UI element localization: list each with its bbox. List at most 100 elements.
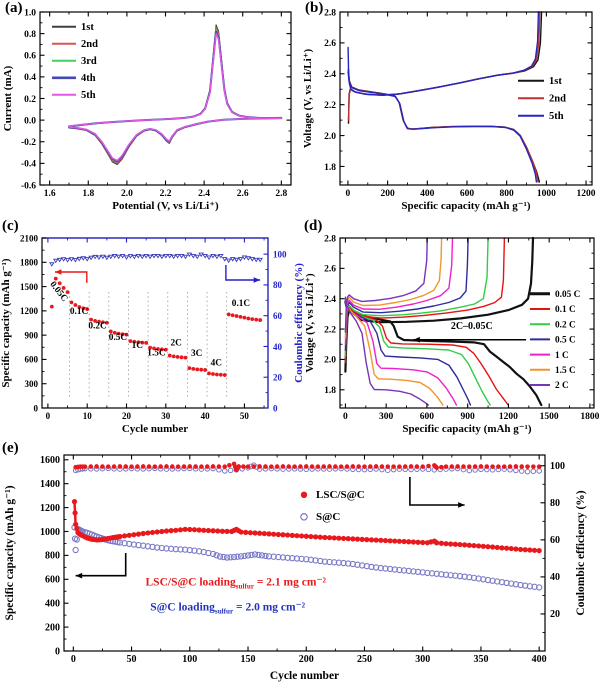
svg-text:Specific capacity (mAh g⁻¹): Specific capacity (mAh g⁻¹) — [0, 258, 12, 388]
svg-text:40: 40 — [201, 411, 211, 421]
svg-text:1400: 1400 — [40, 479, 60, 490]
svg-text:0.2 C: 0.2 C — [555, 320, 576, 330]
svg-text:0: 0 — [55, 646, 60, 657]
svg-text:0: 0 — [34, 403, 39, 413]
svg-text:Specific capacity (mAh g⁻¹): Specific capacity (mAh g⁻¹) — [401, 200, 531, 212]
svg-text:200: 200 — [299, 654, 314, 665]
series-layer — [71, 461, 543, 591]
series-5th — [68, 32, 282, 162]
svg-text:60: 60 — [273, 311, 283, 321]
svg-text:1st: 1st — [549, 76, 562, 87]
svg-text:Potential (V, vs Li/Li⁺): Potential (V, vs Li/Li⁺) — [112, 200, 219, 212]
svg-text:0: 0 — [71, 654, 76, 665]
svg-text:0.05 C: 0.05 C — [555, 290, 580, 300]
panel-c-label: (c) — [2, 218, 19, 234]
svg-text:200: 200 — [45, 622, 60, 633]
series-layer — [344, 236, 543, 407]
svg-text:600: 600 — [45, 575, 60, 586]
svg-text:100: 100 — [550, 461, 565, 472]
panel-a-label: (a) — [5, 0, 23, 16]
svg-text:40: 40 — [550, 572, 560, 583]
svg-text:10: 10 — [83, 411, 93, 421]
svg-text:80: 80 — [273, 280, 283, 290]
chart-a: 1.6 1.8 2.0 2.2 2.4 2.6 2.8 -0.6 -0.4 -0.2 0.0 0.2 0… — [2, 8, 292, 212]
svg-text:1.8: 1.8 — [324, 163, 336, 173]
svg-text:Voltage (V, vs Li/Li⁺): Voltage (V, vs Li/Li⁺) — [304, 273, 316, 373]
svg-text:Specific capacity (mAh g⁻¹): Specific capacity (mAh g⁻¹) — [402, 423, 532, 435]
svg-text:1000: 1000 — [40, 527, 60, 538]
series-0.05C — [344, 236, 543, 407]
panel-a: (a) 1.6 1.8 2.0 2.2 2.4 2.6 2.8 -0.6 -0.4 -0.2 0.0… — [0, 0, 300, 220]
legend: 0.05 C 0.1 C 0.2 C 0.5 C 1 C 1.5 C 2 C — [530, 290, 580, 391]
svg-text:Voltage (V, vs Li/Li⁺): Voltage (V, vs Li/Li⁺) — [302, 49, 314, 149]
svg-text:2.6: 2.6 — [324, 39, 336, 49]
axes: 0 10 20 30 40 50 0 300 600 900 1200 1500 1800 2100 0 20… — [0, 233, 305, 435]
svg-text:3C: 3C — [191, 349, 202, 359]
axes: 1.6 1.8 2.0 2.2 2.4 2.6 2.8 -0.6 -0.4 -0.2 0.0 0.2 0… — [2, 8, 291, 212]
svg-text:2.2: 2.2 — [160, 189, 172, 199]
svg-text:-0.4: -0.4 — [21, 160, 36, 170]
svg-text:2nd: 2nd — [81, 39, 98, 50]
svg-text:2 C: 2 C — [555, 381, 569, 391]
svg-text:1.8: 1.8 — [82, 189, 94, 199]
svg-text:900: 900 — [25, 330, 39, 340]
svg-text:600: 600 — [420, 412, 435, 422]
svg-text:0: 0 — [343, 412, 348, 422]
svg-text:100: 100 — [182, 654, 197, 665]
series-LSC/S@C-capacity — [71, 499, 542, 554]
svg-text:250: 250 — [357, 654, 372, 665]
svg-text:0.5C: 0.5C — [109, 333, 127, 343]
svg-text:1C: 1C — [132, 341, 143, 351]
series-1st — [68, 24, 282, 166]
svg-text:1200: 1200 — [577, 189, 596, 199]
svg-text:S@C: S@C — [316, 511, 340, 523]
svg-text:2.4: 2.4 — [324, 295, 336, 305]
svg-text:350: 350 — [473, 654, 488, 665]
panel-c: (c) 0 10 20 30 40 50 0 300 600 900 1200 1500 1800 210… — [0, 216, 312, 440]
panel-d-chart: 0 300 600 900 1200 1500 1800 1.8 2.0 2.2 2.4 2.6 2.8… — [304, 234, 600, 435]
svg-text:2.0: 2.0 — [121, 189, 133, 199]
svg-text:80: 80 — [550, 498, 560, 509]
svg-text:400: 400 — [532, 654, 547, 665]
legend: 1st 2nd 5th — [518, 76, 566, 122]
svg-text:LSC/S@C loadingsulfur = 2.1 mg: LSC/S@C loadingsulfur = 2.1 mg cm⁻² — [146, 577, 327, 591]
panel-c-chart: 0 10 20 30 40 50 0 300 600 900 1200 1500 1800 2100 0 20… — [0, 233, 305, 435]
svg-text:0.2: 0.2 — [24, 95, 36, 105]
svg-text:200: 200 — [380, 189, 395, 199]
svg-text:-0.6: -0.6 — [21, 181, 36, 191]
panel-d-label: (d) — [304, 218, 323, 234]
panel-e-chart: 0 50 100 150 200 250 300 350 400 0 200 400 600 800 100… — [4, 454, 587, 682]
panel-e-label: (e) — [2, 440, 19, 456]
svg-text:0.5 C: 0.5 C — [555, 336, 576, 346]
svg-text:2.6: 2.6 — [324, 265, 336, 275]
svg-text:40: 40 — [273, 342, 283, 352]
svg-text:2.8: 2.8 — [324, 234, 336, 244]
svg-text:4C: 4C — [211, 358, 222, 368]
legend: 1st 2nd 3rd 4th 5th — [52, 22, 98, 101]
svg-text:400: 400 — [420, 189, 435, 199]
svg-text:2.4: 2.4 — [198, 189, 210, 199]
svg-text:0: 0 — [46, 411, 51, 421]
series-1st — [347, 11, 543, 183]
svg-text:0.1 C: 0.1 C — [555, 305, 576, 315]
svg-text:0.0: 0.0 — [24, 116, 36, 126]
svg-text:Cycle number: Cycle number — [122, 423, 188, 435]
svg-text:0: 0 — [346, 189, 351, 199]
panel-b-label: (b) — [305, 0, 324, 16]
svg-text:LSC/S@C: LSC/S@C — [316, 489, 365, 501]
svg-text:2.8: 2.8 — [275, 189, 287, 199]
svg-text:2C: 2C — [171, 339, 182, 349]
svg-text:100: 100 — [273, 249, 287, 259]
series-LSC/S@C-efficiency — [73, 461, 542, 473]
series-4th — [68, 30, 283, 163]
axes: 0 50 100 150 200 250 300 350 400 0 200 400 600 800 100… — [4, 455, 587, 682]
axes: 0 300 600 900 1200 1500 1800 1.8 2.0 2.2 2.4 2.6 2.8… — [304, 234, 600, 435]
series-2nd — [68, 26, 282, 164]
svg-text:900: 900 — [461, 412, 476, 422]
axes: 0 200 400 600 800 1000 1200 1.8 2.0 2.2 2.4 2.6 2.8 S… — [302, 8, 596, 212]
svg-text:4th: 4th — [81, 73, 96, 84]
svg-text:2.2: 2.2 — [324, 101, 336, 111]
chart-b: 0 200 400 600 800 1000 1200 1.8 2.0 2.2 2.4 2.6 2.8 S… — [302, 8, 596, 212]
svg-text:1.8: 1.8 — [324, 386, 336, 396]
svg-text:1st: 1st — [81, 22, 94, 33]
